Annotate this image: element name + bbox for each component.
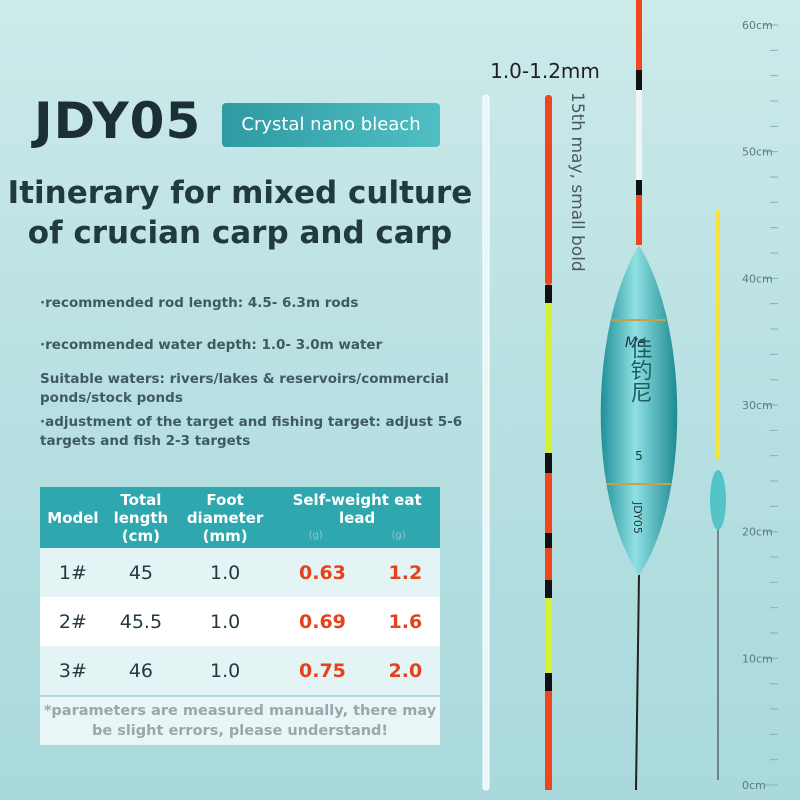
cell: 46 [105, 646, 176, 695]
ruler-label: 50cm [742, 146, 773, 159]
column-header: Total length (cm) [105, 487, 176, 548]
cell: 0.69 [274, 597, 371, 646]
cell: 1.0 [175, 597, 275, 646]
table-row: 1# 45 1.0 0.63 1.2 [40, 548, 440, 597]
cell: 1.0 [175, 646, 275, 695]
main-float [600, 0, 678, 791]
table-row: 3# 46 1.0 0.75 2.0 [40, 646, 440, 695]
float-brand: Me [625, 335, 646, 351]
header-line: length [113, 508, 169, 527]
footnote: *parameters are measured manually, there… [40, 697, 440, 745]
header-line: (cm) [121, 526, 161, 545]
spec-line: ponds/stock ponds [40, 390, 183, 406]
header-line: (mm) [202, 526, 248, 545]
header-line: diameter [186, 508, 264, 527]
units: (g) (g) [274, 527, 440, 545]
title: JDY05 [34, 92, 202, 150]
ruler-label: 20cm [742, 526, 773, 539]
column-header: Self-weight eat lead (g) (g) [274, 487, 440, 548]
spec-line: targets and fish 2-3 targets [40, 433, 251, 449]
footnote-line: be slight errors, please understand! [91, 723, 389, 739]
spec: Suitable waters: rivers/lakes & reservoi… [40, 370, 449, 408]
column-header: Foot diameter (mm) [175, 487, 275, 548]
tip-diameter: 1.0-1.2mm [490, 59, 600, 83]
table: Model Total length (cm) Foot diameter (mm) Self… [40, 487, 440, 695]
badge: Crystal nano bleach [222, 103, 440, 147]
ruler-label: 60cm [742, 19, 773, 32]
cell: 3# [40, 646, 106, 695]
glass-tube [482, 94, 490, 791]
spec: ·recommended water depth: 1.0- 3.0m wate… [40, 337, 383, 353]
cell: 1.0 [175, 548, 275, 597]
cell: 0.75 [274, 646, 371, 695]
table-row: 2# 45.5 1.0 0.69 1.6 [40, 597, 440, 646]
column-header: Model [40, 487, 106, 548]
cell: 1# [40, 548, 106, 597]
cell: 45 [105, 548, 176, 597]
float-chars: 佳钓尼 [627, 337, 653, 403]
footnote-line: *parameters are measured manually, there… [43, 703, 437, 719]
unit: (g) [391, 529, 406, 541]
ruler: 0cm 10cm 20cm 30cm 40cm 50cm 60cm [742, 19, 778, 792]
cell: 2# [40, 597, 106, 646]
header-row: Model Total length (cm) Foot diameter (mm) Self… [40, 487, 440, 548]
vertical-note: 15th may, small bold [567, 92, 587, 272]
spec: ·adjustment of the target and fishing ta… [40, 413, 462, 451]
header-line: Model [47, 508, 99, 527]
cell: 45.5 [105, 597, 176, 646]
cell: 2.0 [370, 646, 440, 695]
spec-table: Model Total length (cm) Foot diameter (mm) Self… [40, 487, 440, 695]
headline: Itinerary for mixed culture [7, 175, 473, 211]
spec-line: ·adjustment of the target and fishing ta… [40, 414, 463, 430]
float-model: JDY05 [631, 501, 644, 534]
table-body: 1# 45 1.0 0.63 1.2 2# 45.5 1.0 0.69 1.6 3# 46 1.0 0.7… [40, 548, 440, 695]
spec-line: Suitable waters: rivers/lakes & reservoi… [40, 371, 449, 387]
ruler-label: 40cm [742, 272, 773, 285]
header-line: Self-weight eat [292, 490, 422, 509]
spec: ·recommended rod length: 4.5- 6.3m rods [40, 295, 359, 311]
header-line: Foot [206, 490, 244, 509]
unit: (g) [308, 529, 323, 541]
header-line: lead [339, 508, 376, 527]
cell: 1.2 [370, 548, 440, 597]
float-number: 5 [635, 449, 643, 463]
headline: of crucian carp and carp [27, 215, 453, 251]
ruler-label: 30cm [742, 399, 773, 412]
ruler-label: 0cm [742, 779, 766, 792]
header-line: Total [120, 490, 162, 509]
small-float [710, 210, 726, 780]
tip-stem [545, 95, 552, 790]
ruler-label: 10cm [742, 652, 773, 665]
cell: 0.63 [274, 548, 371, 597]
cell: 1.6 [370, 597, 440, 646]
